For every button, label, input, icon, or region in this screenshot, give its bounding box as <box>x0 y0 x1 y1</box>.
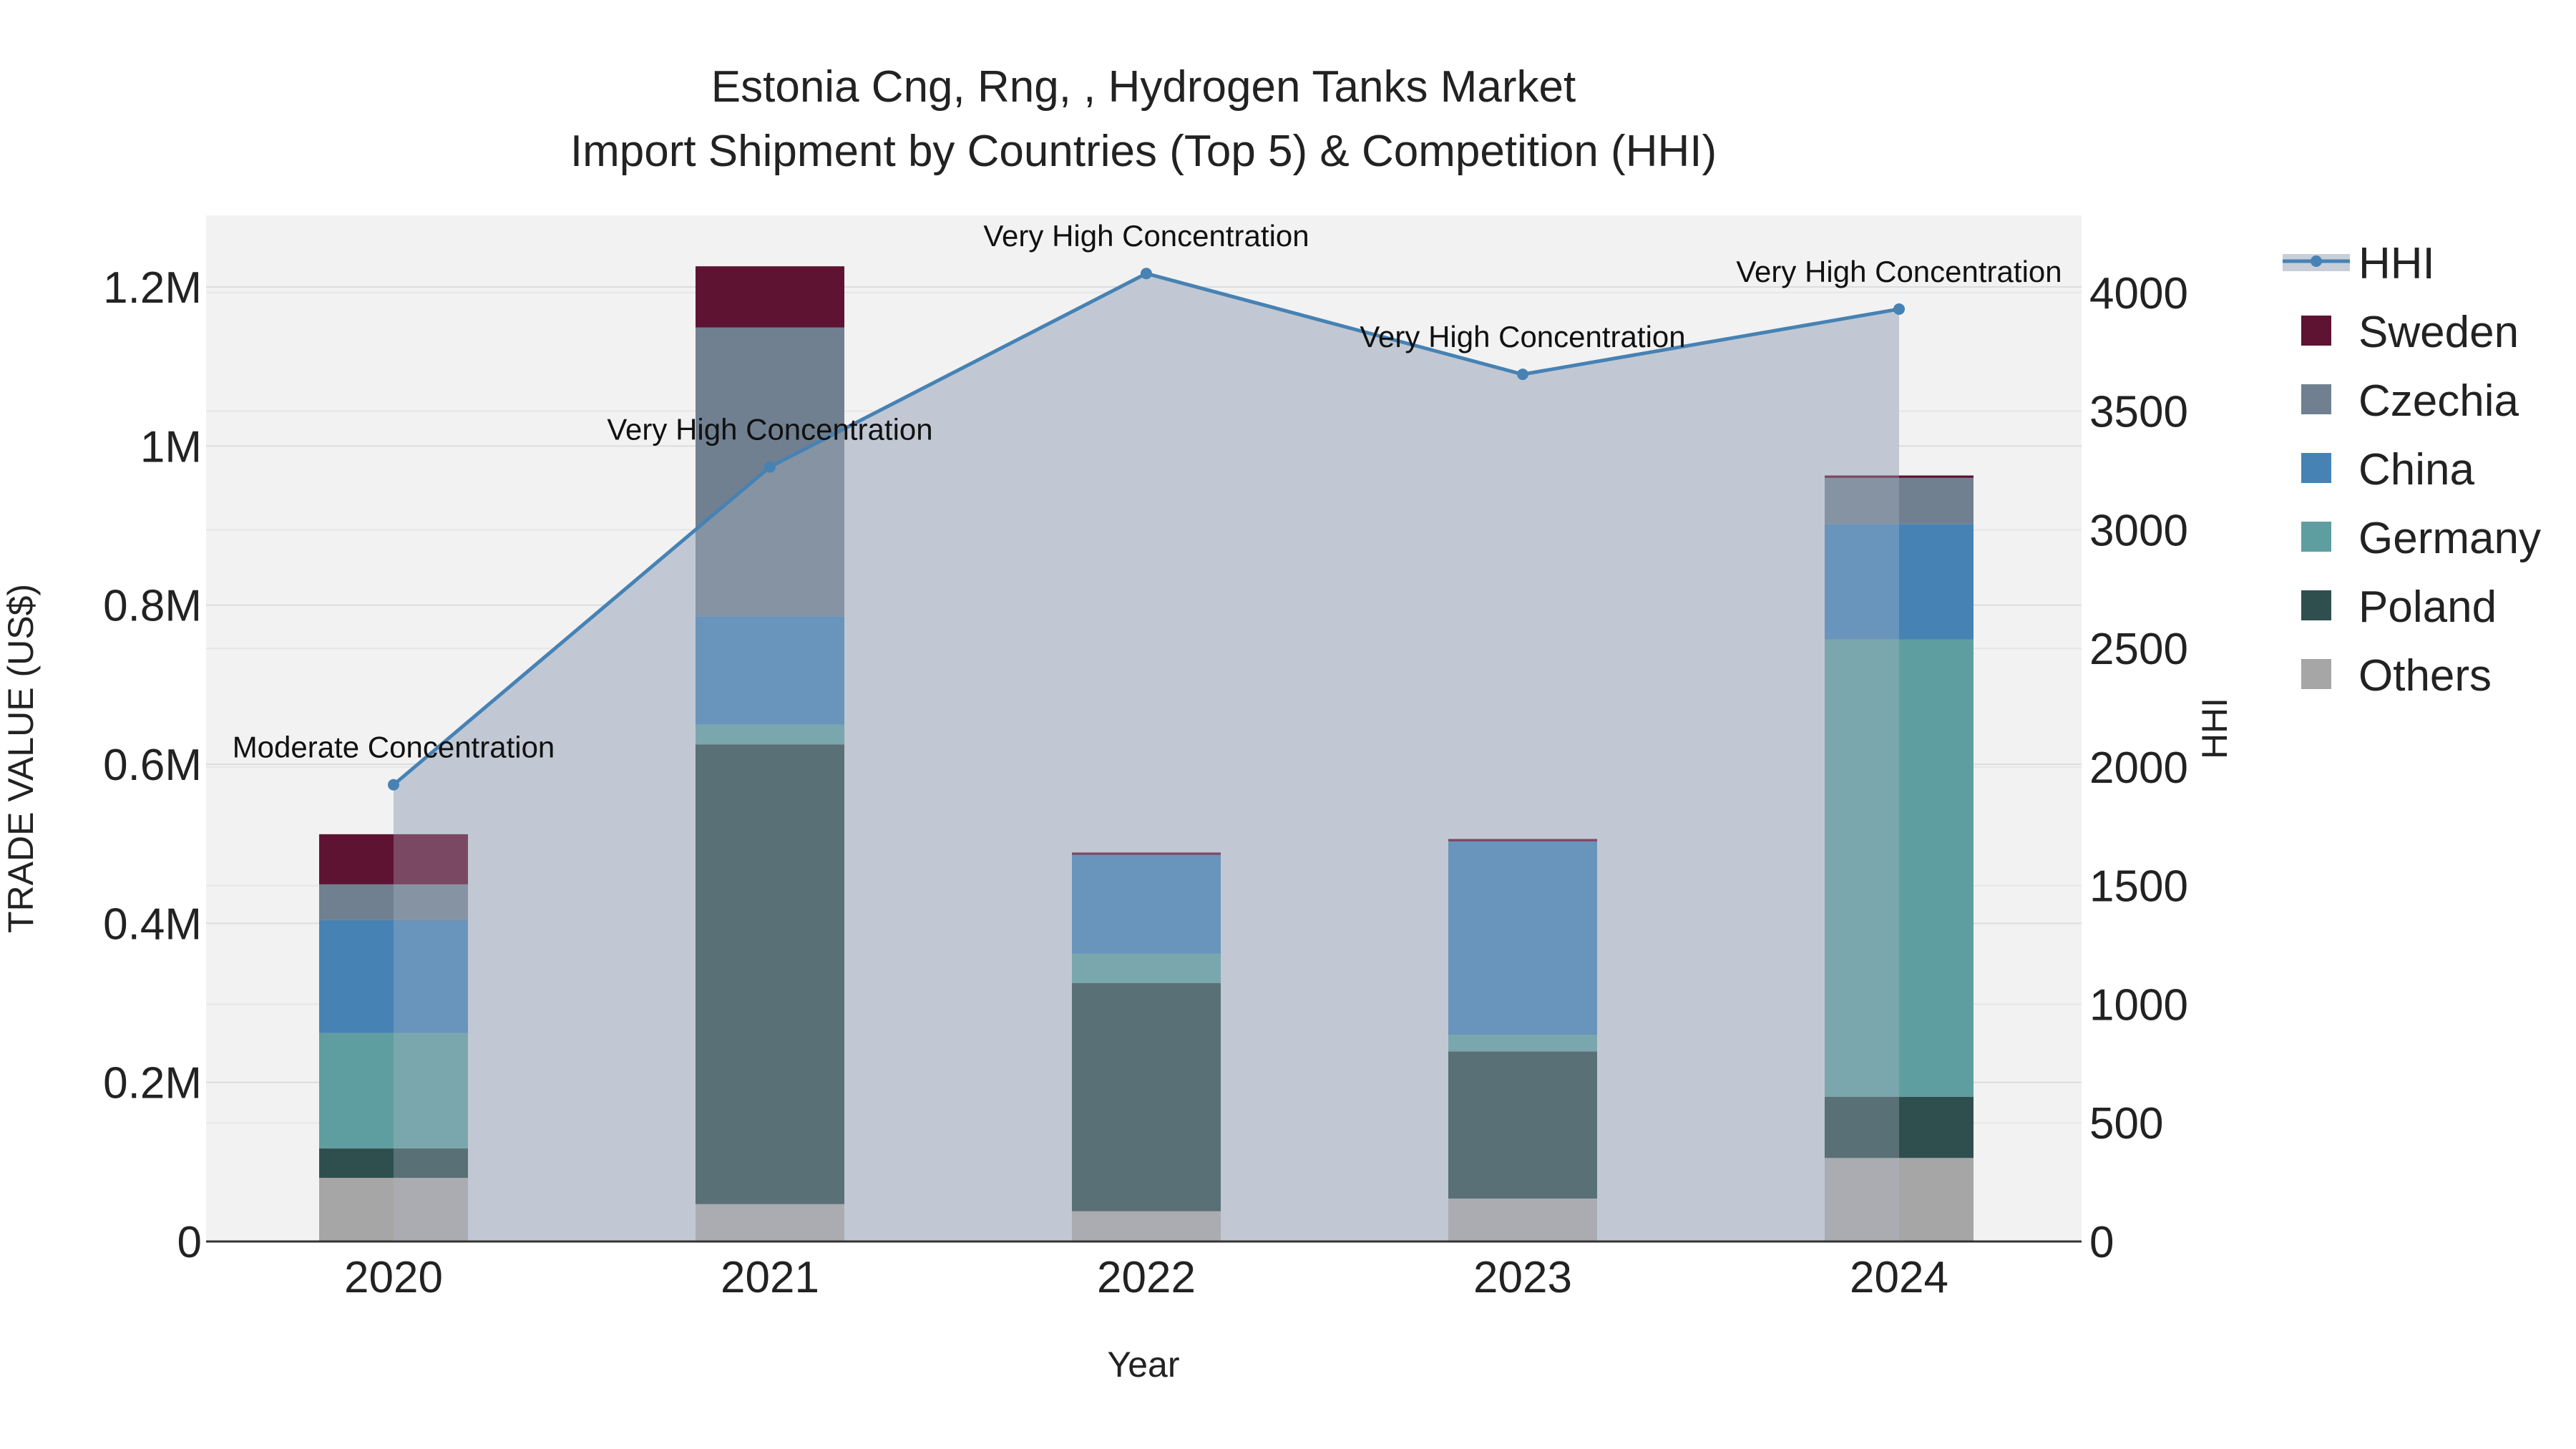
bar-segment-china-2024 <box>1825 524 1974 640</box>
bar-segment-germany-2024 <box>1825 639 1974 1097</box>
y-tick-label: 0 <box>177 1218 202 1267</box>
y2-axis-ticks: 0 500 1000 1500 2000 2500 3000 3500 4000 <box>2089 269 2188 1267</box>
bar-segment-germany-2023 <box>1448 1034 1597 1052</box>
y-tick-label: 1M <box>140 422 202 472</box>
y2-tick-label: 500 <box>2089 1099 2163 1148</box>
bar-segment-poland-2024 <box>1825 1096 1974 1158</box>
legend-swatch <box>2301 590 2331 620</box>
hhi-point-2020 <box>388 779 399 791</box>
legend-swatch <box>2301 659 2331 689</box>
legend-item-china[interactable]: China <box>2301 445 2475 494</box>
bar-segment-others-2021 <box>696 1204 844 1241</box>
x-tick-label: 2022 <box>1097 1253 1196 1302</box>
bar-segment-sweden-2024 <box>1825 475 1974 478</box>
y2-tick-label: 1000 <box>2089 980 2188 1030</box>
hhi-annotation: Very High Concentration <box>607 412 932 446</box>
legend-label: HHI <box>2358 239 2435 288</box>
legend-item-sweden[interactable]: Sweden <box>2301 308 2519 357</box>
bar-segment-others-2020 <box>319 1178 468 1241</box>
legend-swatch <box>2301 316 2331 346</box>
bar-segment-poland-2021 <box>696 744 844 1204</box>
bar-segment-germany-2020 <box>319 1033 468 1148</box>
bar-segment-sweden-2022 <box>1072 852 1221 855</box>
bar-segment-poland-2023 <box>1448 1051 1597 1199</box>
legend-item-poland[interactable]: Poland <box>2301 582 2497 632</box>
bar-segment-others-2024 <box>1825 1158 1974 1241</box>
legend-label: China <box>2358 445 2475 494</box>
y-tick-label: 0.2M <box>103 1059 202 1108</box>
bars-layer <box>319 266 1974 1241</box>
bar-segment-china-2021 <box>696 616 844 725</box>
hhi-area-overlay <box>394 273 1899 1241</box>
hhi-annotation: Very High Concentration <box>1360 320 1685 353</box>
bar-segment-germany-2021 <box>696 724 844 745</box>
y2-tick-label: 0 <box>2089 1218 2114 1267</box>
legend-swatch <box>2301 453 2331 483</box>
legend: HHI Sweden Czechia China Germany Poland Others <box>2283 239 2541 701</box>
legend-label: Czechia <box>2358 376 2519 426</box>
y2-tick-label: 3000 <box>2089 506 2188 555</box>
bar-segment-sweden-2021 <box>696 266 844 328</box>
chart-title-line2: Import Shipment by Countries (Top 5) & C… <box>570 127 1717 176</box>
legend-label: Germany <box>2358 514 2541 563</box>
x-tick-label: 2024 <box>1850 1253 1948 1302</box>
x-tick-label: 2023 <box>1473 1253 1572 1302</box>
y2-axis-label: HHI <box>2195 698 2235 759</box>
legend-label: Poland <box>2358 582 2497 632</box>
bar-segment-others-2023 <box>1448 1198 1597 1241</box>
bar-segment-china-2023 <box>1448 841 1597 1035</box>
y2-tick-label: 3500 <box>2089 388 2188 437</box>
y-axis-label: TRADE VALUE (US$) <box>1 584 41 933</box>
hhi-line-layer <box>388 268 1905 1241</box>
bar-segment-sweden-2020 <box>319 834 468 884</box>
hhi-annotations: Moderate Concentration Very High Concentr… <box>233 219 2062 764</box>
y-tick-label: 0.8M <box>103 582 202 631</box>
bar-segment-others-2022 <box>1072 1211 1221 1241</box>
bar-segment-czechia-2020 <box>319 884 468 920</box>
y-tick-label: 0.6M <box>103 741 202 790</box>
y2-tick-label: 2500 <box>2089 625 2188 674</box>
legend-item-czechia[interactable]: Czechia <box>2301 376 2519 426</box>
y-tick-label: 1.2M <box>103 263 202 313</box>
x-tick-label: 2021 <box>721 1253 819 1302</box>
y-axis-ticks: 0 0.2M 0.4M 0.6M 0.8M 1M 1.2M <box>103 263 202 1267</box>
hhi-point-2022 <box>1141 268 1152 280</box>
y2-tick-label: 4000 <box>2089 269 2188 318</box>
chart-title-line1: Estonia Cng, Rng, , Hydrogen Tanks Marke… <box>711 62 1576 112</box>
x-axis-label: Year <box>1107 1345 1179 1385</box>
y-tick-label: 0.4M <box>103 899 202 949</box>
legend-swatch-marker <box>2311 255 2322 267</box>
legend-label: Sweden <box>2358 308 2519 357</box>
legend-item-others[interactable]: Others <box>2301 651 2492 701</box>
hhi-point-2024 <box>1893 303 1905 315</box>
x-axis-ticks: 2020 2021 2022 2023 2024 <box>344 1253 1948 1302</box>
y2-tick-label: 1500 <box>2089 862 2188 912</box>
bar-segment-china-2022 <box>1072 854 1221 954</box>
bar-segment-china-2020 <box>319 919 468 1033</box>
x-tick-label: 2020 <box>344 1253 443 1302</box>
hhi-point-2023 <box>1517 369 1528 381</box>
legend-swatch <box>2301 384 2331 414</box>
bar-segment-czechia-2024 <box>1825 477 1974 525</box>
legend-item-germany[interactable]: Germany <box>2301 514 2541 563</box>
bar-segment-poland-2020 <box>319 1148 468 1179</box>
hhi-annotation: Very High Concentration <box>1736 255 2062 288</box>
hhi-point-2021 <box>764 461 776 473</box>
hhi-annotation: Moderate Concentration <box>233 731 555 764</box>
hhi-annotation: Very High Concentration <box>983 219 1309 253</box>
y2-tick-label: 2000 <box>2089 743 2188 793</box>
bar-segment-sweden-2023 <box>1448 839 1597 841</box>
bar-segment-germany-2022 <box>1072 953 1221 983</box>
legend-label: Others <box>2358 651 2492 701</box>
legend-item-hhi[interactable]: HHI <box>2283 239 2435 288</box>
bar-segment-poland-2022 <box>1072 982 1221 1211</box>
legend-swatch <box>2301 522 2331 552</box>
